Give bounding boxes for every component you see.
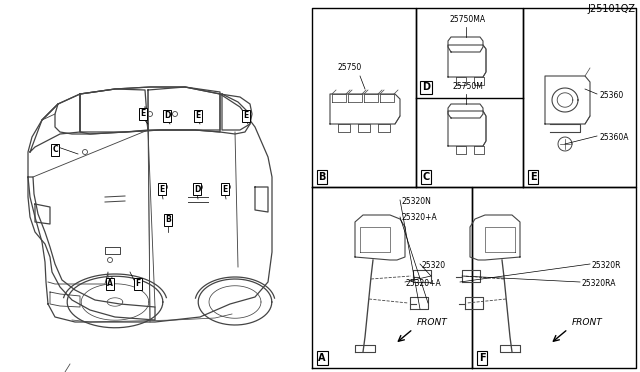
Text: F: F <box>136 279 141 289</box>
Text: D: D <box>422 83 430 93</box>
Text: FRONT: FRONT <box>417 318 448 327</box>
Text: E: E <box>195 112 200 121</box>
Text: FRONT: FRONT <box>572 318 603 327</box>
Text: F: F <box>479 353 485 363</box>
Text: E: E <box>243 112 248 121</box>
Text: 25320RA: 25320RA <box>581 279 616 288</box>
Text: 25750: 25750 <box>338 63 362 72</box>
Text: C: C <box>52 145 58 154</box>
Text: 25320: 25320 <box>421 260 445 269</box>
Text: 25360: 25360 <box>599 90 623 99</box>
Text: 25320N: 25320N <box>401 196 431 205</box>
Text: 25320+A: 25320+A <box>401 214 436 222</box>
Text: E: E <box>140 109 146 119</box>
Text: 25750MA: 25750MA <box>450 15 486 24</box>
Text: A: A <box>318 353 326 363</box>
Text: B: B <box>165 215 171 224</box>
Text: D: D <box>194 185 200 193</box>
Text: E: E <box>159 185 164 193</box>
Text: B: B <box>318 172 326 182</box>
Text: 25320R: 25320R <box>591 260 621 269</box>
Text: E: E <box>222 185 228 193</box>
Text: C: C <box>422 172 429 182</box>
Text: D: D <box>164 112 170 121</box>
Text: 25360A: 25360A <box>599 132 628 141</box>
Text: A: A <box>107 279 113 289</box>
Text: E: E <box>530 172 536 182</box>
Text: 25320+A: 25320+A <box>406 279 442 288</box>
Text: J25101QZ: J25101QZ <box>587 4 635 14</box>
Text: 25750M: 25750M <box>452 82 483 91</box>
